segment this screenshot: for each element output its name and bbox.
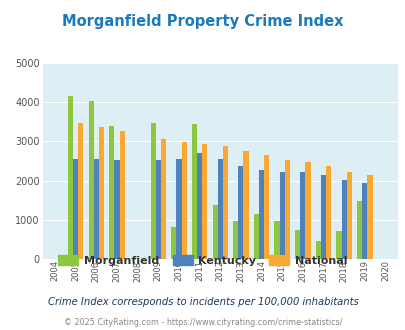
- Bar: [238, 166, 243, 259]
- Bar: [88, 101, 94, 259]
- Bar: [284, 160, 289, 259]
- Bar: [222, 146, 228, 259]
- Bar: [367, 176, 372, 259]
- Bar: [336, 231, 341, 259]
- Bar: [217, 158, 222, 259]
- Bar: [361, 183, 367, 259]
- Bar: [78, 123, 83, 259]
- Bar: [253, 214, 258, 259]
- Bar: [160, 139, 166, 259]
- Bar: [320, 175, 325, 259]
- Bar: [346, 172, 351, 259]
- Bar: [176, 158, 181, 259]
- Bar: [294, 230, 300, 259]
- Bar: [325, 166, 330, 259]
- Bar: [305, 162, 310, 259]
- Text: Morganfield Property Crime Index: Morganfield Property Crime Index: [62, 14, 343, 29]
- Bar: [109, 126, 114, 259]
- Bar: [212, 205, 217, 259]
- Legend: Morganfield, Kentucky, National: Morganfield, Kentucky, National: [54, 250, 351, 270]
- Bar: [243, 151, 248, 259]
- Bar: [232, 221, 238, 259]
- Bar: [181, 143, 186, 259]
- Bar: [196, 153, 202, 259]
- Bar: [99, 127, 104, 259]
- Bar: [356, 201, 361, 259]
- Bar: [274, 221, 279, 259]
- Bar: [202, 144, 207, 259]
- Bar: [300, 172, 305, 259]
- Bar: [68, 96, 73, 259]
- Bar: [171, 227, 176, 259]
- Bar: [73, 158, 78, 259]
- Bar: [150, 123, 156, 259]
- Text: Crime Index corresponds to incidents per 100,000 inhabitants: Crime Index corresponds to incidents per…: [47, 297, 358, 307]
- Bar: [315, 241, 320, 259]
- Bar: [192, 124, 196, 259]
- Bar: [264, 155, 269, 259]
- Bar: [119, 131, 124, 259]
- Bar: [341, 180, 346, 259]
- Bar: [114, 160, 119, 259]
- Bar: [258, 170, 264, 259]
- Bar: [94, 158, 99, 259]
- Text: © 2025 CityRating.com - https://www.cityrating.com/crime-statistics/: © 2025 CityRating.com - https://www.city…: [64, 318, 341, 327]
- Bar: [156, 160, 160, 259]
- Bar: [279, 172, 284, 259]
